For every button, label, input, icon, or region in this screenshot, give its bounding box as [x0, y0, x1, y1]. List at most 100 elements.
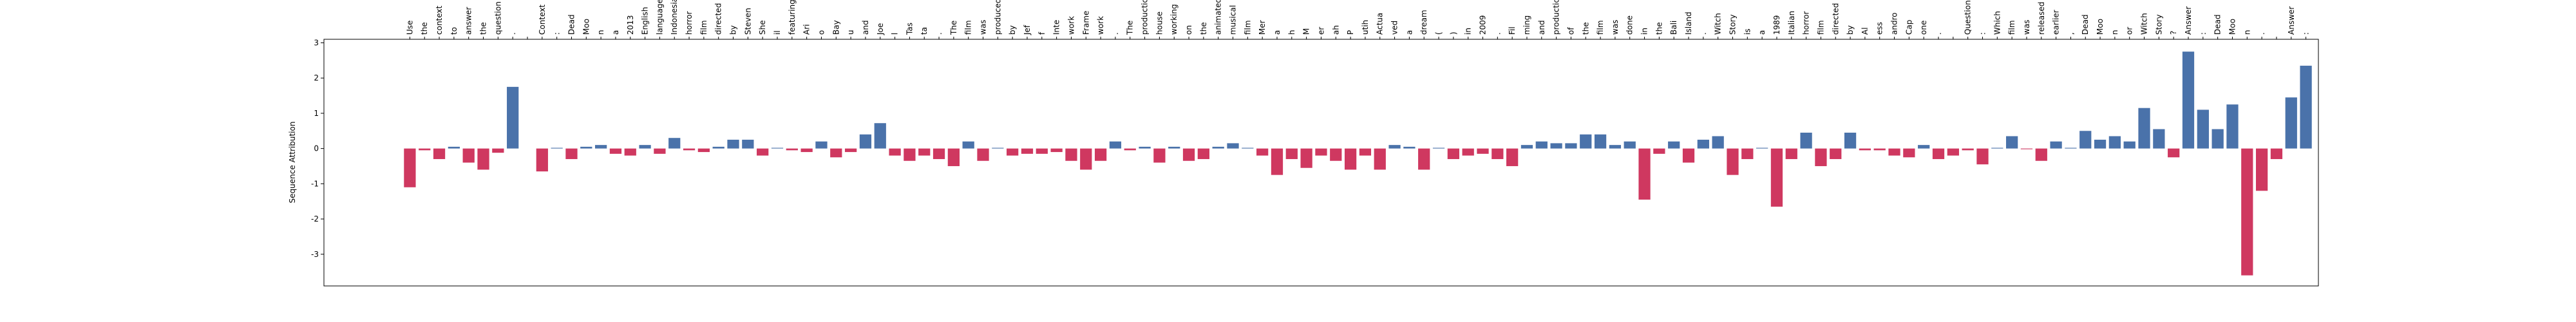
token-label: il — [773, 30, 782, 35]
bar — [1447, 148, 1459, 160]
token-label: Jef — [1023, 24, 1032, 35]
bar — [1638, 148, 1651, 200]
token-label: : — [553, 32, 562, 35]
bar — [1153, 148, 1166, 163]
token-label: Ari — [802, 24, 811, 35]
bar — [1021, 148, 1034, 154]
token-label: ? — [2169, 31, 2178, 35]
bar — [2153, 129, 2165, 149]
token-label: ved — [1390, 21, 1399, 35]
bar — [1094, 148, 1107, 161]
bar — [2211, 129, 2224, 149]
bar — [536, 148, 548, 172]
bar — [2270, 148, 2283, 160]
bar — [786, 148, 798, 151]
token-label: Witch — [2140, 13, 2149, 35]
token-label: Steven — [743, 8, 752, 35]
bar — [2168, 148, 2180, 158]
token-label: a — [1757, 30, 1766, 35]
token-label: Moo — [2228, 19, 2237, 35]
bar — [1991, 147, 2003, 149]
token-label: ta — [920, 27, 929, 35]
bar — [1227, 143, 1239, 149]
y-tick-label: -1 — [311, 179, 319, 188]
token-label: dream — [1419, 10, 1428, 35]
token-label: Joe — [876, 23, 885, 35]
token-label: of — [1566, 27, 1575, 35]
token-label: directed — [714, 3, 723, 35]
token-label: l — [891, 33, 900, 35]
bar — [1756, 147, 1768, 149]
token-label: is — [1743, 28, 1752, 35]
bar — [1315, 148, 1327, 156]
token-label: The — [949, 21, 958, 35]
bar — [844, 148, 857, 153]
bar — [1770, 148, 1783, 207]
bar — [1653, 148, 1665, 154]
bar — [1007, 148, 1019, 156]
bar — [800, 148, 813, 153]
bar — [757, 148, 769, 156]
bar — [742, 139, 754, 149]
bar — [477, 148, 489, 170]
bar — [1550, 143, 1562, 149]
token-label: featuring — [788, 0, 797, 35]
bar — [1962, 148, 1974, 151]
token-label: , — [2066, 32, 2075, 35]
token-label: utih — [1361, 20, 1370, 35]
bar — [1535, 141, 1548, 149]
token-label: work — [1066, 16, 1075, 35]
token-label: language — [655, 0, 664, 35]
token-label: Italian — [1787, 11, 1796, 35]
bar — [1947, 148, 1959, 156]
token-label: n — [596, 30, 605, 35]
bar — [1065, 148, 1077, 161]
y-tick-label: -2 — [311, 214, 319, 223]
bar — [1520, 145, 1533, 149]
bar — [668, 138, 681, 149]
token-label: . — [934, 32, 943, 35]
bar — [594, 145, 607, 149]
token-label: a — [1273, 30, 1282, 35]
bar — [1859, 148, 1871, 151]
token-label: . — [1111, 32, 1120, 35]
y-tick-label: 3 — [314, 38, 319, 47]
bar — [977, 148, 989, 161]
token-label: the — [420, 22, 429, 35]
bar — [889, 148, 901, 156]
bar — [727, 139, 739, 149]
bar — [1888, 148, 1900, 156]
token-label: u — [846, 30, 855, 35]
token-label: er — [1316, 27, 1325, 35]
token-label: production — [1552, 0, 1561, 35]
bar — [2285, 97, 2297, 149]
token-label: Question — [1964, 0, 1973, 35]
token-label: musical — [1229, 5, 1238, 35]
token-label: Bali — [1669, 21, 1678, 35]
token-label: Dead — [2213, 14, 2222, 35]
bar — [1903, 148, 1915, 158]
bar — [2035, 148, 2047, 161]
token-label: film — [1243, 20, 1252, 35]
bar — [1918, 145, 1930, 149]
bar — [433, 148, 446, 160]
token-label: or — [2125, 27, 2134, 35]
token-label: produced — [993, 0, 1002, 35]
bar — [1727, 148, 1739, 175]
bar — [2197, 109, 2209, 149]
token-label: : — [2302, 32, 2311, 35]
bar — [1403, 146, 1416, 149]
token-label: Inte — [1052, 20, 1061, 35]
bar — [624, 148, 636, 156]
plot-frame — [323, 39, 2319, 287]
bar — [1256, 148, 1269, 156]
token-label: : — [2199, 32, 2208, 35]
token-label: was — [1611, 20, 1620, 35]
token-label: film — [1816, 20, 1825, 35]
token-label: film — [964, 20, 973, 35]
bar — [1109, 141, 1122, 149]
token-label: Story — [2154, 14, 2163, 35]
token-label: Use — [405, 21, 414, 35]
bar — [448, 146, 460, 149]
